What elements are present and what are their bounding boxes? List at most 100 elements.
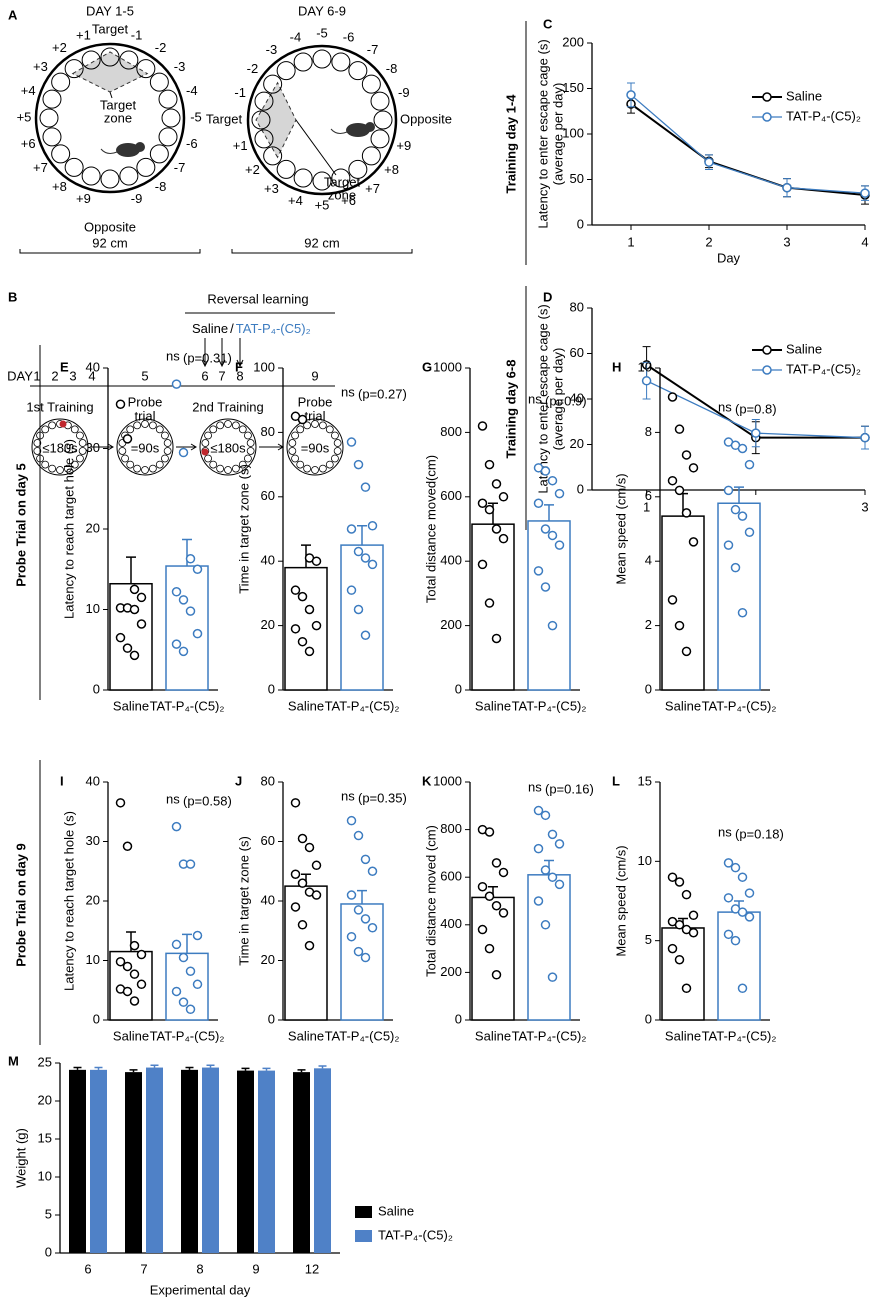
data-point [688,927,699,938]
data-point [129,969,140,979]
hole-label: -8 [155,179,167,194]
hole-label: -3 [266,42,278,57]
stage-hole [201,439,210,447]
legend-label: TAT-P₄-(C5)₂ [378,1227,453,1242]
x-tick-label: Saline [288,698,324,713]
stage-hole [238,425,247,434]
bar [314,1068,331,1253]
x-tick-label: TAT-P₄-(C5)₂ [512,698,587,713]
opposite-label: Opposite [400,111,452,126]
stage-hole [331,431,339,440]
data-point [782,182,792,193]
data-point [667,943,678,954]
target-label: Target [92,21,129,36]
scale-label: 92 cm [92,235,127,250]
stage-hole [155,460,164,469]
y-tick-label: 0 [455,1011,462,1026]
stage-hole [76,431,84,440]
data-point [547,829,558,840]
bar [527,520,571,691]
stage-hole [303,464,312,473]
scale-label: 92 cm [304,235,339,250]
data-point [290,798,301,808]
data-point [744,459,755,470]
zone-label: Target [100,97,137,112]
maze-hole [312,49,332,69]
panel-label: I [60,773,64,788]
maze-hole [254,91,274,111]
x-tick-label: 1 [627,234,634,249]
significance: ns [528,779,542,794]
y-tick-label: 2 [645,617,652,632]
zone-arrow [109,91,113,99]
y-axis-title: Mean speed (cm/s) [613,473,628,584]
hole-label: -5 [190,109,202,124]
hole-label: -1 [234,85,246,100]
stage-hole [296,460,305,469]
stage-hole [224,466,232,474]
hole-label: +9 [396,138,411,153]
data-point [136,592,147,603]
data-point [122,841,133,852]
y-tick-label: 6 [645,488,652,503]
stage-hole [78,447,87,455]
data-point [540,466,551,476]
error-bar [297,1069,306,1073]
hole-label: -6 [343,30,355,45]
y-tick-label: 10 [86,952,100,967]
maze-hole [100,47,120,67]
data-point [185,966,196,976]
data-point [477,421,488,431]
data-point [641,376,652,386]
y-tick-label: 40 [570,390,584,405]
target-zone [71,51,149,93]
hole-label: +7 [365,181,380,196]
hole-label: +7 [33,160,48,175]
data-point [185,554,196,564]
mouse-body [116,143,140,157]
stage-hole [288,447,297,455]
stage-hole [288,439,297,447]
stage-hole [148,464,157,473]
stage-hole [41,425,50,434]
x-tick-label: 7 [140,1261,147,1276]
bar [717,911,761,1021]
hole-label: +1 [233,138,248,153]
data-point [129,996,140,1006]
y-tick-label: 0 [268,681,275,696]
day-number: 5 [141,368,148,383]
data-point [667,475,678,486]
bar [471,896,515,1021]
data-point [484,943,495,954]
x-tick-label: TAT-P₄-(C5)₂ [512,1028,587,1043]
hole-label: +8 [384,162,399,177]
data-point [297,414,308,425]
maze-hole [312,171,332,191]
stage-maze [31,418,89,476]
data-point [540,920,551,930]
stage-hole [126,460,135,469]
maze-hole [64,157,84,177]
data-point [178,646,189,657]
y-axis-title: Latency to reach target hole (s) [61,439,76,619]
maze-hole [136,157,156,177]
stage-label: 2nd Training [192,399,264,414]
bar [181,1069,198,1253]
data-point [122,961,133,972]
y-tick-label: 5 [645,932,652,947]
stage-time: =90s [131,440,160,455]
data-point [297,591,308,602]
p-value: (p=0.16) [545,781,594,796]
data-point [353,905,364,915]
y-tick-label: 20 [261,952,275,967]
data-point [498,492,509,502]
hole-label: -3 [174,59,186,74]
day-number: 7 [218,368,225,383]
stage-label: Probe [128,394,163,409]
data-point [737,872,748,882]
error-bar [73,1066,82,1070]
y-axis-title: Latency to reach target hole (s) [61,811,76,991]
data-point [290,902,301,912]
stage-hole [70,425,79,434]
